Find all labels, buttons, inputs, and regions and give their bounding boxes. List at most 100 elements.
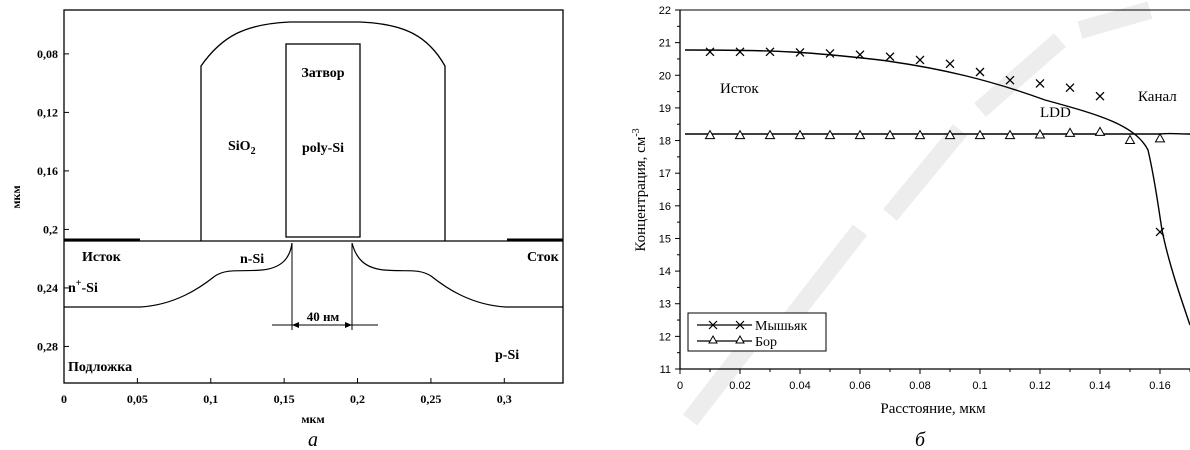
arsenic-point xyxy=(1095,91,1105,101)
concentration-chart: 11 12 13 14 15 16 17 18 19 20 21 22 0 0.02 0.04 0.06 0.… xyxy=(631,5,1190,450)
arsenic-point xyxy=(1065,83,1075,93)
boron-point xyxy=(1124,134,1136,145)
arsenic-point xyxy=(915,55,925,65)
boron-point xyxy=(974,129,986,140)
arsenic-point xyxy=(795,47,805,57)
boron-point xyxy=(884,129,896,140)
panel-b-x-tick-label: 0.12 xyxy=(1029,380,1050,392)
arsenic-point xyxy=(855,50,865,60)
boron-point xyxy=(1034,128,1046,139)
n-plus-si-label: n+-Si xyxy=(68,278,98,296)
panel-a-y-tick-label: 0,12 xyxy=(37,105,58,119)
arsenic-point xyxy=(765,47,775,57)
arsenic-curve xyxy=(684,49,1190,326)
arsenic-point xyxy=(1005,75,1015,85)
gate-label: Затвор xyxy=(301,66,344,81)
panel-b-x-tick-label: 0.14 xyxy=(1089,380,1110,392)
arsenic-point xyxy=(975,67,985,77)
boron-markers xyxy=(704,126,1166,145)
panel-b-y-tick-label: 19 xyxy=(659,103,671,115)
panel-a-x-axis-label: мкм xyxy=(301,412,324,426)
arsenic-markers xyxy=(705,47,1165,237)
junction-boundary xyxy=(64,242,563,308)
substrate-label: Подложка xyxy=(68,360,132,375)
panel-a-y-tick-label: 0,08 xyxy=(37,47,58,61)
arsenic-point xyxy=(885,52,895,62)
boron-point xyxy=(944,129,956,140)
panel-a-y-tick-label: 0,2 xyxy=(43,222,58,236)
panel-b-y-tick-label: 16 xyxy=(659,201,671,213)
boron-point xyxy=(914,129,926,140)
watermark xyxy=(682,1,1153,426)
panel-b-y-tick-label: 15 xyxy=(659,233,671,245)
panel-b-y-tick-label: 13 xyxy=(659,299,671,311)
panel-b-x-tick-label: 0.06 xyxy=(849,380,870,392)
p-si-label: p-Si xyxy=(495,348,519,363)
boron-point xyxy=(1064,127,1076,137)
legend-label-arsenic: Мышьяк xyxy=(755,319,807,334)
boron-point xyxy=(794,129,806,140)
boron-point xyxy=(1004,129,1016,140)
boron-point xyxy=(1094,126,1106,136)
panel-a-y-tick-label: 0,16 xyxy=(37,164,58,178)
panel-a-x-tick-label: 0,2 xyxy=(350,392,365,406)
panel-b-x-tick-label: 0 xyxy=(677,380,683,392)
panel-a-x-tick-label: 0,25 xyxy=(420,392,441,406)
legend-marker-boron xyxy=(708,334,745,344)
panel-b-x-tick-label: 0.16 xyxy=(1149,380,1170,392)
panel-a-frame xyxy=(63,9,564,384)
arsenic-point xyxy=(825,48,835,58)
panel-a-caption: а xyxy=(308,429,318,450)
legend-label-boron: Бор xyxy=(755,335,777,350)
legend-box xyxy=(687,312,827,352)
panel-a-x-tick-label: 0,15 xyxy=(274,392,295,406)
panel-b-y-ticks: 11 12 13 14 15 16 17 18 19 20 21 22 xyxy=(659,5,680,376)
annotation-ldd: LDD xyxy=(1040,105,1071,121)
oxide-label: SiO2 xyxy=(228,139,256,157)
panel-b-x-tick-label: 0.1 xyxy=(972,380,987,392)
panel-a-y-ticks: 0,08 0,12 0,16 0,2 0,24 0,28 xyxy=(37,47,69,353)
panel-b-y-tick-label: 22 xyxy=(659,5,671,17)
device-cross-section: 0 0,05 0,1 0,15 0,2 0,25 0,3 0,080,120,160,20,… xyxy=(9,9,564,450)
panel-b-y-tick-label: 17 xyxy=(659,168,671,180)
panel-a-y-axis-label: мкм xyxy=(9,185,23,208)
arsenic-point xyxy=(1155,227,1165,237)
boron-point xyxy=(734,129,746,140)
panel-a-y-tick-label: 0,24 xyxy=(37,281,58,295)
source-label: Исток xyxy=(82,250,122,265)
panel-a-x-tick-label: 0,3 xyxy=(497,392,512,406)
panel-b-x-tick-label: 0.02 xyxy=(729,380,750,392)
boron-point xyxy=(764,129,776,140)
panel-a-y-tick-label: 0,28 xyxy=(37,339,58,353)
gate-material-label: poly-Si xyxy=(302,141,344,156)
boron-point xyxy=(704,129,716,140)
panel-b-caption: б xyxy=(915,429,926,450)
panel-a-x-tick-label: 0,05 xyxy=(127,392,148,406)
boron-point xyxy=(824,129,836,140)
arsenic-point xyxy=(945,59,955,69)
panel-b-y-tick-label: 12 xyxy=(659,331,671,343)
arsenic-point xyxy=(735,47,745,57)
drain-label: Сток xyxy=(527,250,560,265)
annotation-channel: Канал xyxy=(1138,89,1177,105)
panel-b-y-axis-label: Концентрация, см-3 xyxy=(631,128,649,251)
n-si-label: n-Si xyxy=(240,252,264,267)
panel-b-x-tick-label: 0.04 xyxy=(789,380,810,392)
gate-rectangle xyxy=(285,43,361,238)
panel-b-y-tick-label: 20 xyxy=(659,70,671,82)
boron-point xyxy=(854,129,866,140)
annotation-source: Исток xyxy=(720,81,759,97)
panel-b-y-tick-label: 21 xyxy=(659,38,671,50)
dimension-label: 40 нм xyxy=(307,309,340,324)
panel-b-x-tick-label: 0.08 xyxy=(909,380,930,392)
oxide-spacer-outline xyxy=(200,21,446,241)
panel-b-x-ticks: 0 0.02 0.04 0.06 0.08 0.1 0.12 0.14 0.16 xyxy=(677,369,1190,392)
dimension-arrows xyxy=(292,322,352,328)
panel-b-x-axis-label: Расстояние, мкм xyxy=(880,401,986,417)
panel-b-y-tick-label: 11 xyxy=(660,364,671,376)
panel-b-y-tick-label: 14 xyxy=(659,266,671,278)
panel-a-x-ticks: 0 0,05 0,1 0,15 0,2 0,25 0,3 xyxy=(61,378,512,406)
arsenic-point xyxy=(705,47,715,57)
panel-a-x-tick-label: 0,1 xyxy=(203,392,218,406)
